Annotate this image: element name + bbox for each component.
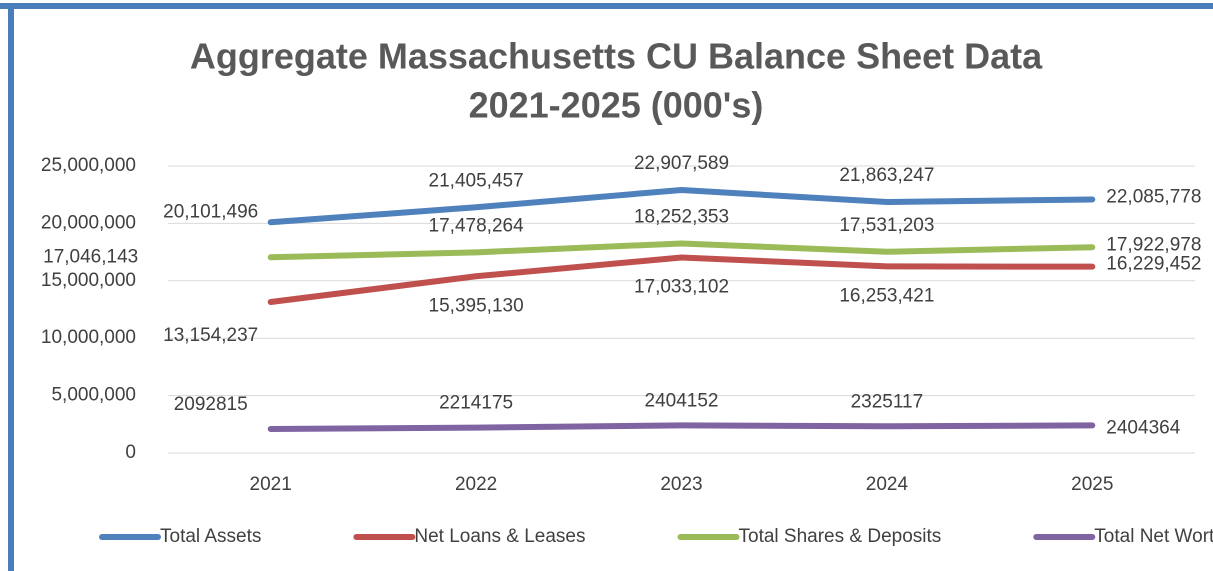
series-line <box>267 254 1096 305</box>
data-label: 17,531,203 <box>839 215 934 236</box>
data-label: 21,863,247 <box>839 165 934 186</box>
data-label: 20,101,496 <box>163 201 258 222</box>
legend-label: Net Loans & Leases <box>414 526 585 547</box>
series-line <box>267 240 1096 261</box>
data-label: 2214175 <box>439 393 513 414</box>
y-tick-label: 5,000,000 <box>51 385 136 406</box>
data-label: 2325117 <box>851 391 924 412</box>
data-label: 17,033,102 <box>634 276 729 297</box>
x-tick-label: 2021 <box>250 474 292 495</box>
data-label: 17,922,978 <box>1106 234 1201 255</box>
y-tick-label: 25,000,000 <box>41 155 136 176</box>
data-label: 18,252,353 <box>634 206 729 227</box>
chart-title: Aggregate Massachusetts CU Balance Sheet… <box>190 36 1043 77</box>
data-label: 21,405,457 <box>429 170 524 191</box>
data-label: 17,478,264 <box>429 215 525 236</box>
y-tick-label: 20,000,000 <box>41 212 136 233</box>
data-label: 2404152 <box>645 390 719 411</box>
legend-label: Total Net Worth <box>1094 526 1213 547</box>
y-tick-label: 10,000,000 <box>41 327 136 348</box>
data-label: 22,085,778 <box>1106 186 1201 207</box>
legend-label: Total Shares & Deposits <box>739 526 942 547</box>
data-label: 16,253,421 <box>839 285 934 306</box>
x-tick-label: 2022 <box>455 474 497 495</box>
legend-label: Total Assets <box>160 526 261 547</box>
chart-title: 2021-2025 (000's) <box>469 85 764 126</box>
data-label: 22,907,589 <box>634 153 729 174</box>
data-label: 15,395,130 <box>429 295 524 316</box>
data-label: 13,154,237 <box>163 325 258 346</box>
data-label: 17,046,143 <box>43 246 138 267</box>
data-label: 2092815 <box>174 394 248 415</box>
series-line <box>267 187 1096 226</box>
series-line <box>267 422 1096 432</box>
x-tick-label: 2024 <box>866 474 909 495</box>
x-tick-label: 2025 <box>1071 474 1113 495</box>
y-tick-label: 15,000,000 <box>41 270 136 291</box>
y-tick-label: 0 <box>125 442 136 463</box>
data-label: 2404364 <box>1106 417 1180 438</box>
data-label: 16,229,452 <box>1106 254 1201 275</box>
x-tick-label: 2023 <box>660 474 702 495</box>
